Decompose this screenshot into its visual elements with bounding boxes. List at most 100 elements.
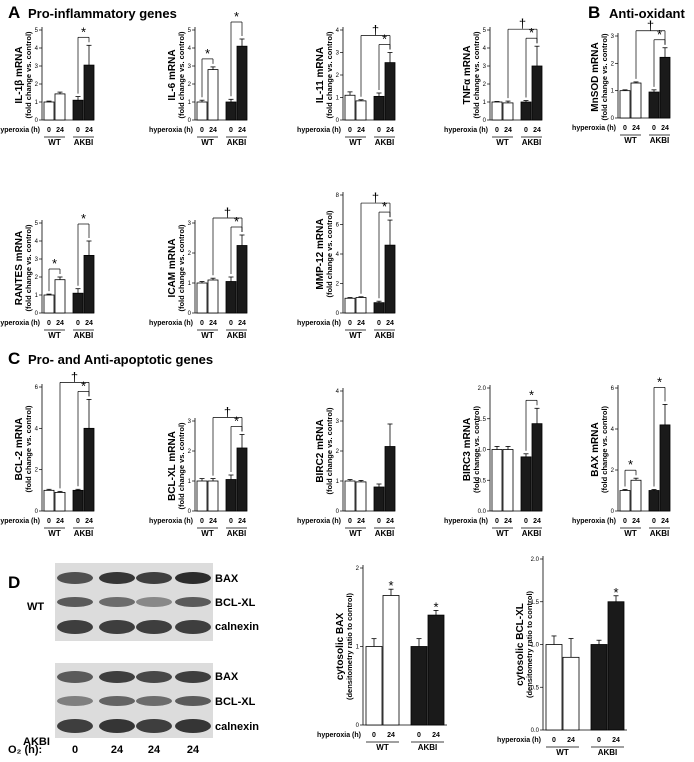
y-tick-label: 4: [35, 46, 39, 52]
y-tick-label: 1: [188, 281, 192, 287]
bar: [630, 479, 642, 512]
bar: [619, 90, 631, 119]
y-tick-label: 3: [483, 64, 487, 70]
y-axis-sublabel: (fold change vs. control): [600, 33, 609, 121]
y-tick-label: 4: [35, 239, 39, 245]
hour-label: 24: [238, 320, 246, 327]
blot-wt-band-label-bclxl: BCL-XL: [215, 597, 256, 609]
blot-band: [99, 696, 135, 706]
y-tick-label: 1.0: [531, 643, 540, 649]
y-tick-label: 3: [188, 419, 192, 425]
y-axis-sublabel: (fold change vs. control): [24, 405, 33, 493]
blot-band: [57, 620, 93, 634]
bar: [590, 644, 608, 731]
y-axis-sublabel: (densitometry ratio to control): [345, 592, 354, 700]
hour-label: 0: [76, 518, 80, 525]
y-tick-label: 0: [188, 118, 192, 124]
blot-lane-label: 24: [111, 744, 124, 756]
blot-akbi-label: AKBI: [23, 736, 50, 748]
significance-marker: *: [657, 374, 662, 389]
bar: [427, 614, 445, 726]
bar: [83, 427, 95, 512]
y-tick-label: 0.5: [478, 478, 487, 484]
bar: [54, 279, 66, 314]
y-tick-label: 6: [336, 223, 340, 229]
group-label: WT: [496, 529, 509, 538]
blot-wt-band-label-bax: BAX: [215, 573, 239, 585]
y-axis-sublabel: (fold change vs. control): [177, 31, 186, 119]
y-tick-label: 2: [188, 82, 192, 88]
y-tick-label: 0.5: [531, 685, 540, 691]
panel-c-title: Pro- and Anti-apoptotic genes: [28, 352, 213, 367]
significance-marker: *: [234, 414, 239, 429]
blot-wt-band-label-calnexin: calnexin: [215, 621, 259, 633]
bar: [502, 449, 514, 512]
condition-label: hyperoxia (h): [0, 320, 40, 327]
significance-marker: *: [81, 378, 86, 393]
hour-label: 24: [209, 320, 217, 327]
bar: [659, 424, 671, 512]
y-tick-label: 1.0: [478, 448, 487, 454]
significance-marker: †: [372, 190, 379, 205]
y-tick-label: 0: [35, 118, 39, 124]
significance-marker: †: [224, 205, 231, 220]
condition-label: hyperoxia (h): [444, 127, 488, 134]
y-tick-label: 1.5: [478, 417, 487, 423]
blot-lane-label: 24: [187, 744, 200, 756]
hour-label: 0: [76, 320, 80, 327]
blot-band: [175, 597, 211, 607]
y-tick-label: 5: [35, 221, 39, 227]
blot-lane-label: 24: [148, 744, 161, 756]
group-label: AKBI: [74, 138, 94, 147]
group-label: AKBI: [74, 331, 94, 340]
significance-marker: †: [647, 18, 654, 33]
y-tick-label: 0: [188, 509, 192, 515]
blot-band: [57, 671, 93, 683]
condition-label: hyperoxia (h): [0, 127, 40, 134]
hour-label: 24: [386, 127, 394, 134]
condition-label: hyperoxia (h): [572, 125, 616, 132]
hour-label: 24: [432, 732, 440, 739]
hour-label: 0: [524, 518, 528, 525]
condition-label: hyperoxia (h): [297, 320, 341, 327]
bar: [630, 82, 642, 119]
y-axis-label: IL-1β mRNA: [14, 46, 25, 103]
y-axis-label: BIRC3 mRNA: [462, 418, 473, 481]
y-tick-label: 2: [336, 449, 340, 455]
significance-marker: †: [71, 369, 78, 384]
significance-marker: *: [81, 24, 86, 39]
hour-label: 24: [85, 127, 93, 134]
bar: [54, 93, 66, 121]
y-axis-label: ICAM mRNA: [167, 239, 178, 298]
bar: [531, 423, 543, 512]
hour-label: 0: [524, 127, 528, 134]
y-axis-label: RANTES mRNA: [14, 231, 25, 305]
y-tick-label: 1: [35, 293, 39, 299]
y-tick-label: 4: [336, 389, 340, 395]
y-tick-label: 0: [336, 311, 340, 317]
group-label: WT: [48, 529, 61, 538]
y-tick-label: 1.5: [531, 600, 540, 606]
y-tick-label: 2: [35, 468, 39, 474]
hour-label: 0: [377, 127, 381, 134]
blot-wt-label: WT: [27, 601, 44, 613]
y-tick-label: 3: [35, 257, 39, 263]
hour-label: 24: [387, 732, 395, 739]
blot-band: [136, 696, 172, 706]
hour-label: 24: [533, 127, 541, 134]
hour-label: 0: [417, 732, 421, 739]
blot-band: [175, 572, 211, 584]
bar: [355, 297, 367, 314]
panel-a-title: Pro-inflammatory genes: [28, 6, 177, 21]
western-blot: WT AKBI BAX BCL-XL calnexin BAX BCL-XL c…: [8, 563, 259, 756]
y-tick-label: 0: [483, 118, 487, 124]
hour-label: 0: [76, 127, 80, 134]
y-axis-sublabel: (fold change vs. control): [472, 405, 481, 493]
y-tick-label: 5: [483, 28, 487, 34]
significance-marker: *: [657, 27, 662, 42]
bar: [373, 95, 385, 121]
hour-label: 24: [357, 518, 365, 525]
hour-label: 24: [612, 737, 620, 744]
y-axis-label: BAX mRNA: [590, 422, 601, 476]
